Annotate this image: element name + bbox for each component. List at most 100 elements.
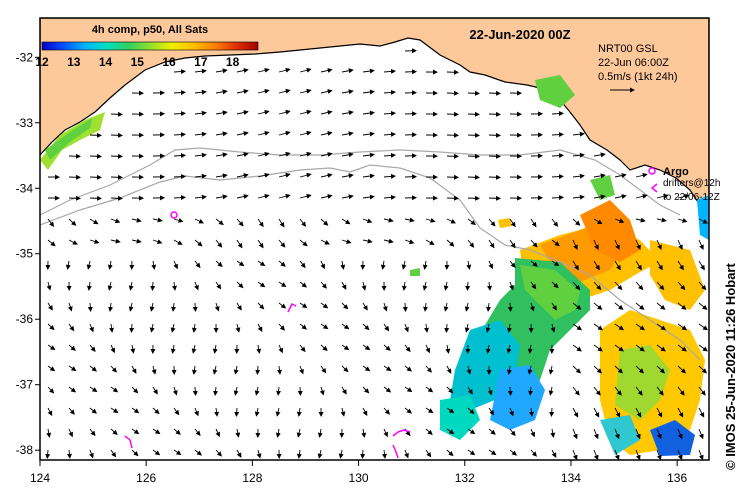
- current-arrow: [131, 407, 140, 414]
- current-arrow: [698, 365, 708, 374]
- current-arrow: [614, 428, 620, 440]
- current-arrow: [149, 323, 155, 333]
- current-arrow: [47, 344, 56, 351]
- current-arrow: [110, 132, 123, 138]
- current-arrow: [593, 173, 606, 179]
- current-arrow: [528, 386, 534, 396]
- current-arrow: [68, 365, 77, 372]
- current-arrow: [530, 449, 537, 457]
- current-arrow: [593, 152, 606, 158]
- current-arrow: [383, 110, 396, 116]
- current-arrow: [656, 260, 663, 271]
- current-arrow: [551, 132, 564, 138]
- current-arrow: [404, 407, 412, 414]
- current-arrow: [320, 218, 329, 226]
- current-arrow: [236, 89, 249, 94]
- current-arrow: [360, 449, 366, 459]
- current-arrow: [593, 386, 601, 396]
- current-arrow: [194, 428, 201, 436]
- current-arrow: [572, 194, 585, 200]
- current-arrow: [212, 365, 218, 375]
- current-arrow: [549, 407, 555, 417]
- current-arrow: [362, 344, 371, 351]
- current-arrow: [509, 407, 514, 417]
- current-arrow: [656, 386, 664, 396]
- current-arrow: [572, 281, 581, 291]
- current-arrow: [551, 281, 559, 289]
- y-tick-label: -33: [16, 116, 34, 130]
- current-vectors: [45, 48, 709, 460]
- current-arrow: [485, 344, 491, 354]
- current-arrow: [194, 152, 207, 158]
- current-arrow: [424, 323, 429, 333]
- current-arrow: [593, 194, 606, 200]
- argo-float: [170, 211, 178, 219]
- y-axis: -32 -33 -34 -35 -36 -37 -38: [16, 50, 40, 457]
- current-arrow: [110, 449, 117, 458]
- current-arrow: [635, 260, 642, 271]
- current-arrow: [46, 281, 52, 291]
- current-arrow: [488, 428, 496, 435]
- current-arrow: [299, 172, 312, 178]
- current-arrow: [383, 89, 396, 95]
- current-arrow: [278, 151, 291, 157]
- colorbar-tick-label: 17: [194, 55, 208, 69]
- current-arrow: [467, 239, 475, 248]
- current-arrow: [488, 218, 496, 227]
- current-arrow: [320, 323, 329, 330]
- current-arrow: [467, 407, 475, 415]
- current-arrow: [614, 281, 623, 291]
- colorbar-tick-label: 16: [162, 55, 176, 69]
- current-arrow: [635, 365, 645, 374]
- current-arrow: [446, 386, 454, 394]
- current-arrow: [194, 68, 207, 74]
- current-arrow: [572, 260, 579, 271]
- current-arrow: [194, 407, 199, 417]
- current-arrow: [236, 281, 244, 289]
- current-arrow: [362, 386, 370, 394]
- current-arrow: [443, 281, 449, 291]
- current-arrow: [299, 302, 308, 309]
- current-arrow: [506, 365, 512, 375]
- current-arrow: [110, 111, 123, 117]
- current-arrow: [362, 365, 371, 372]
- current-arrow: [488, 90, 501, 96]
- current-arrow: [173, 428, 181, 435]
- current-arrow: [551, 174, 564, 180]
- current-arrow: [362, 152, 375, 158]
- current-arrow: [299, 239, 308, 247]
- current-arrow: [278, 109, 291, 115]
- current-arrow: [530, 218, 537, 228]
- current-arrow: [635, 217, 646, 223]
- current-arrow: [635, 428, 641, 440]
- current-arrow: [362, 238, 373, 244]
- current-arrow: [572, 386, 580, 396]
- current-arrow: [277, 365, 282, 375]
- current-arrow: [446, 449, 454, 457]
- current-arrow: [698, 218, 708, 224]
- current-arrow: [215, 428, 220, 438]
- current-arrow: [47, 218, 55, 227]
- current-arrow: [677, 239, 683, 251]
- current-arrow: [404, 217, 415, 223]
- current-arrow: [257, 130, 270, 136]
- current-arrow: [278, 281, 287, 288]
- current-arrow: [677, 323, 688, 331]
- current-arrow: [593, 281, 602, 291]
- current-arrow: [47, 365, 56, 372]
- current-arrow: [171, 302, 177, 312]
- current-arrow: [86, 281, 92, 291]
- current-arrow: [256, 344, 262, 354]
- current-arrow: [341, 68, 354, 74]
- colorbar-tick-label: 13: [67, 55, 81, 69]
- argo-track-icon: [650, 183, 658, 193]
- current-arrow: [215, 239, 223, 248]
- current-arrow: [47, 239, 56, 247]
- current-arrow: [422, 281, 428, 291]
- x-tick-label: 136: [667, 471, 687, 485]
- current-arrow: [485, 323, 491, 333]
- plot-frame: [39, 17, 710, 461]
- current-arrow: [488, 195, 501, 201]
- current-arrow: [404, 323, 409, 333]
